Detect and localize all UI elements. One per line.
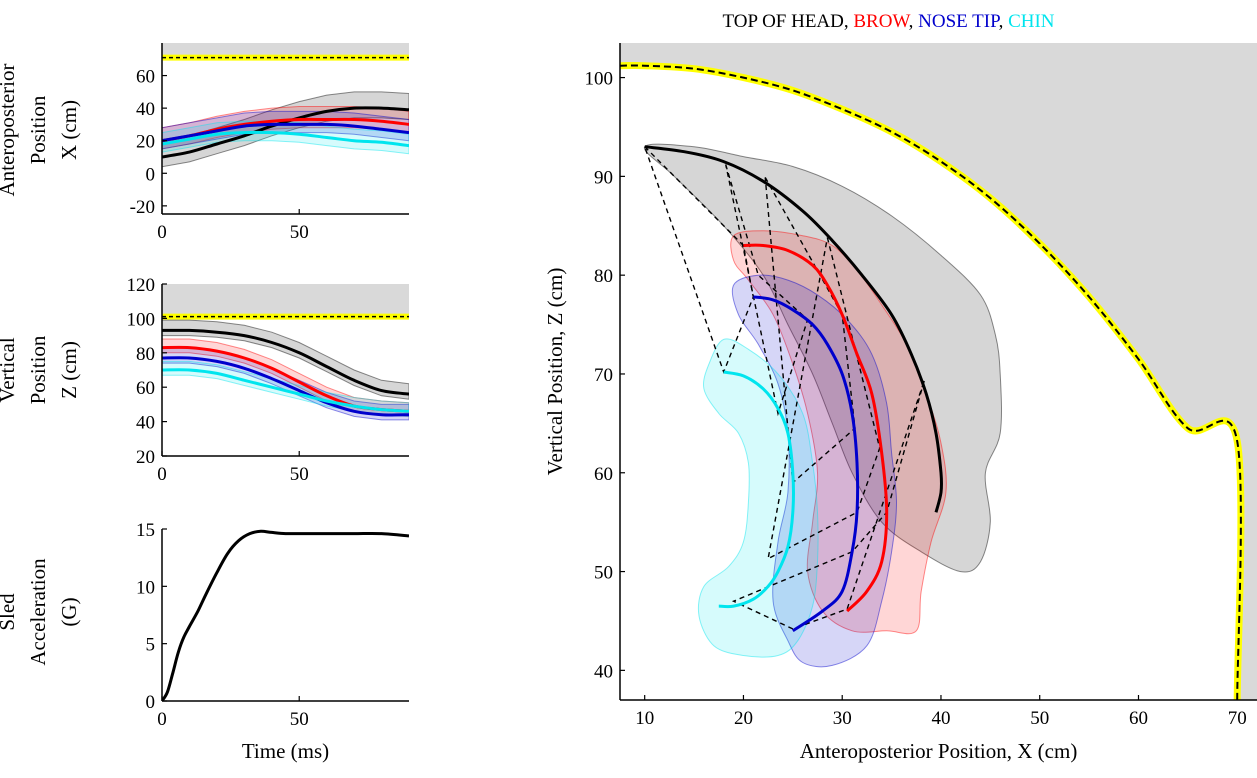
plot-area bbox=[162, 529, 409, 701]
y-tick-label: 40 bbox=[136, 413, 155, 434]
series-3-band bbox=[697, 338, 819, 658]
y-axis-label: Vertical Position, Z (cm) bbox=[543, 268, 567, 476]
series-2-band bbox=[731, 274, 898, 668]
y-axis-label-line: X (cm) bbox=[57, 100, 81, 160]
series-0-band bbox=[643, 143, 1003, 573]
x-axis-label: Anteroposterior Position, X (cm) bbox=[800, 739, 1078, 763]
y-axis-label-line: Anteroposterior bbox=[0, 64, 19, 197]
linkage-3 bbox=[767, 237, 881, 560]
x-tick-label: 10 bbox=[635, 708, 654, 729]
series-0-band bbox=[162, 91, 409, 168]
y-tick-label: 20 bbox=[136, 447, 155, 468]
series-0-line bbox=[162, 328, 409, 396]
y-tick-label: 100 bbox=[127, 309, 156, 330]
y-axis-label-line: Position bbox=[26, 95, 50, 164]
series-0-band bbox=[162, 319, 409, 400]
y-tick-label: 40 bbox=[136, 99, 155, 120]
y-tick-label: 0 bbox=[146, 692, 156, 713]
y-tick-label: 100 bbox=[585, 69, 614, 90]
x-tick-label: 50 bbox=[290, 709, 309, 730]
boundary-dashes bbox=[620, 64, 1242, 700]
series-3-line bbox=[718, 370, 795, 609]
chart-title-part: TOP OF HEAD, bbox=[722, 11, 853, 32]
chart-title-part: , bbox=[999, 11, 1009, 32]
y-tick-label: 5 bbox=[146, 635, 156, 656]
y-tick-label: 60 bbox=[594, 464, 613, 485]
plot-area bbox=[162, 43, 409, 168]
series-0-line bbox=[162, 106, 409, 159]
plot-area bbox=[620, 43, 1257, 700]
chart-title-part: BROW bbox=[853, 11, 910, 32]
chart-title-part: NOSE TIP bbox=[918, 11, 1000, 32]
y-axis-label-line: Position bbox=[26, 335, 50, 404]
plot-area bbox=[162, 284, 409, 421]
x-tick-label: 50 bbox=[290, 222, 309, 243]
shaded-region bbox=[162, 284, 409, 317]
y-tick-label: 10 bbox=[136, 577, 155, 598]
y-axis-label-line: (G) bbox=[57, 597, 81, 626]
y-tick-label: 60 bbox=[136, 378, 155, 399]
y-axis-label-line: Z (cm) bbox=[57, 341, 81, 399]
y-tick-label: 40 bbox=[594, 661, 613, 682]
series-0-line bbox=[162, 529, 409, 701]
panel-acceleration_vs_time: 0 5 10 15 0 50 Sled Acceleration (G) Time (ms) bbox=[0, 520, 409, 763]
y-tick-label: 80 bbox=[594, 266, 613, 287]
y-axis-label-line: Sled bbox=[0, 593, 19, 631]
panel-z_vs_x_trajectory: 40 50 60 70 80 90 100 10 20 30 40 50 60 70 Vertical Po… bbox=[543, 11, 1257, 763]
x-tick-label: 0 bbox=[157, 222, 167, 243]
y-tick-label: 20 bbox=[136, 132, 155, 153]
x-axis-label: Time (ms) bbox=[242, 739, 329, 763]
series-1-line bbox=[743, 243, 889, 613]
panel-z_vs_time: 20 40 60 80 100 120 0 50 Vertical Position Z (cm) bbox=[0, 275, 409, 485]
y-tick-label: 90 bbox=[594, 167, 613, 188]
series-3-line bbox=[162, 368, 409, 413]
x-tick-label: 60 bbox=[1129, 708, 1148, 729]
y-tick-label: 70 bbox=[594, 365, 613, 386]
x-tick-label: 70 bbox=[1228, 708, 1247, 729]
y-tick-label: 80 bbox=[136, 344, 155, 365]
series-2-line bbox=[753, 295, 860, 633]
series-2-line bbox=[162, 122, 409, 143]
y-axis-label-line: Acceleration bbox=[26, 558, 50, 666]
y-tick-label: 120 bbox=[127, 275, 156, 296]
x-tick-label: 0 bbox=[157, 709, 167, 730]
series-3-line bbox=[162, 130, 409, 148]
y-tick-label: 15 bbox=[136, 520, 155, 541]
x-tick-label: 0 bbox=[157, 464, 167, 485]
y-tick-label: 0 bbox=[146, 164, 156, 185]
series-0-line bbox=[644, 145, 944, 513]
x-tick-label: 50 bbox=[1030, 708, 1049, 729]
x-tick-label: 50 bbox=[290, 464, 309, 485]
x-tick-label: 20 bbox=[734, 708, 753, 729]
shaded-region bbox=[620, 43, 1257, 700]
shaded-region bbox=[162, 43, 409, 58]
series-1-band bbox=[162, 106, 409, 150]
series-1-band bbox=[162, 338, 409, 417]
y-tick-label: 60 bbox=[136, 67, 155, 88]
x-tick-label: 30 bbox=[833, 708, 852, 729]
chart-title: TOP OF HEAD, BROW, NOSE TIP, CHIN bbox=[722, 11, 1054, 32]
chart-title-part: , bbox=[909, 11, 919, 32]
chart-title-part: CHIN bbox=[1008, 11, 1055, 32]
y-axis-label-line: Vertical bbox=[0, 337, 19, 402]
x-tick-label: 40 bbox=[931, 708, 950, 729]
series-2-line bbox=[162, 356, 409, 417]
y-tick-label: -20 bbox=[130, 197, 155, 218]
y-tick-label: 50 bbox=[594, 563, 613, 584]
